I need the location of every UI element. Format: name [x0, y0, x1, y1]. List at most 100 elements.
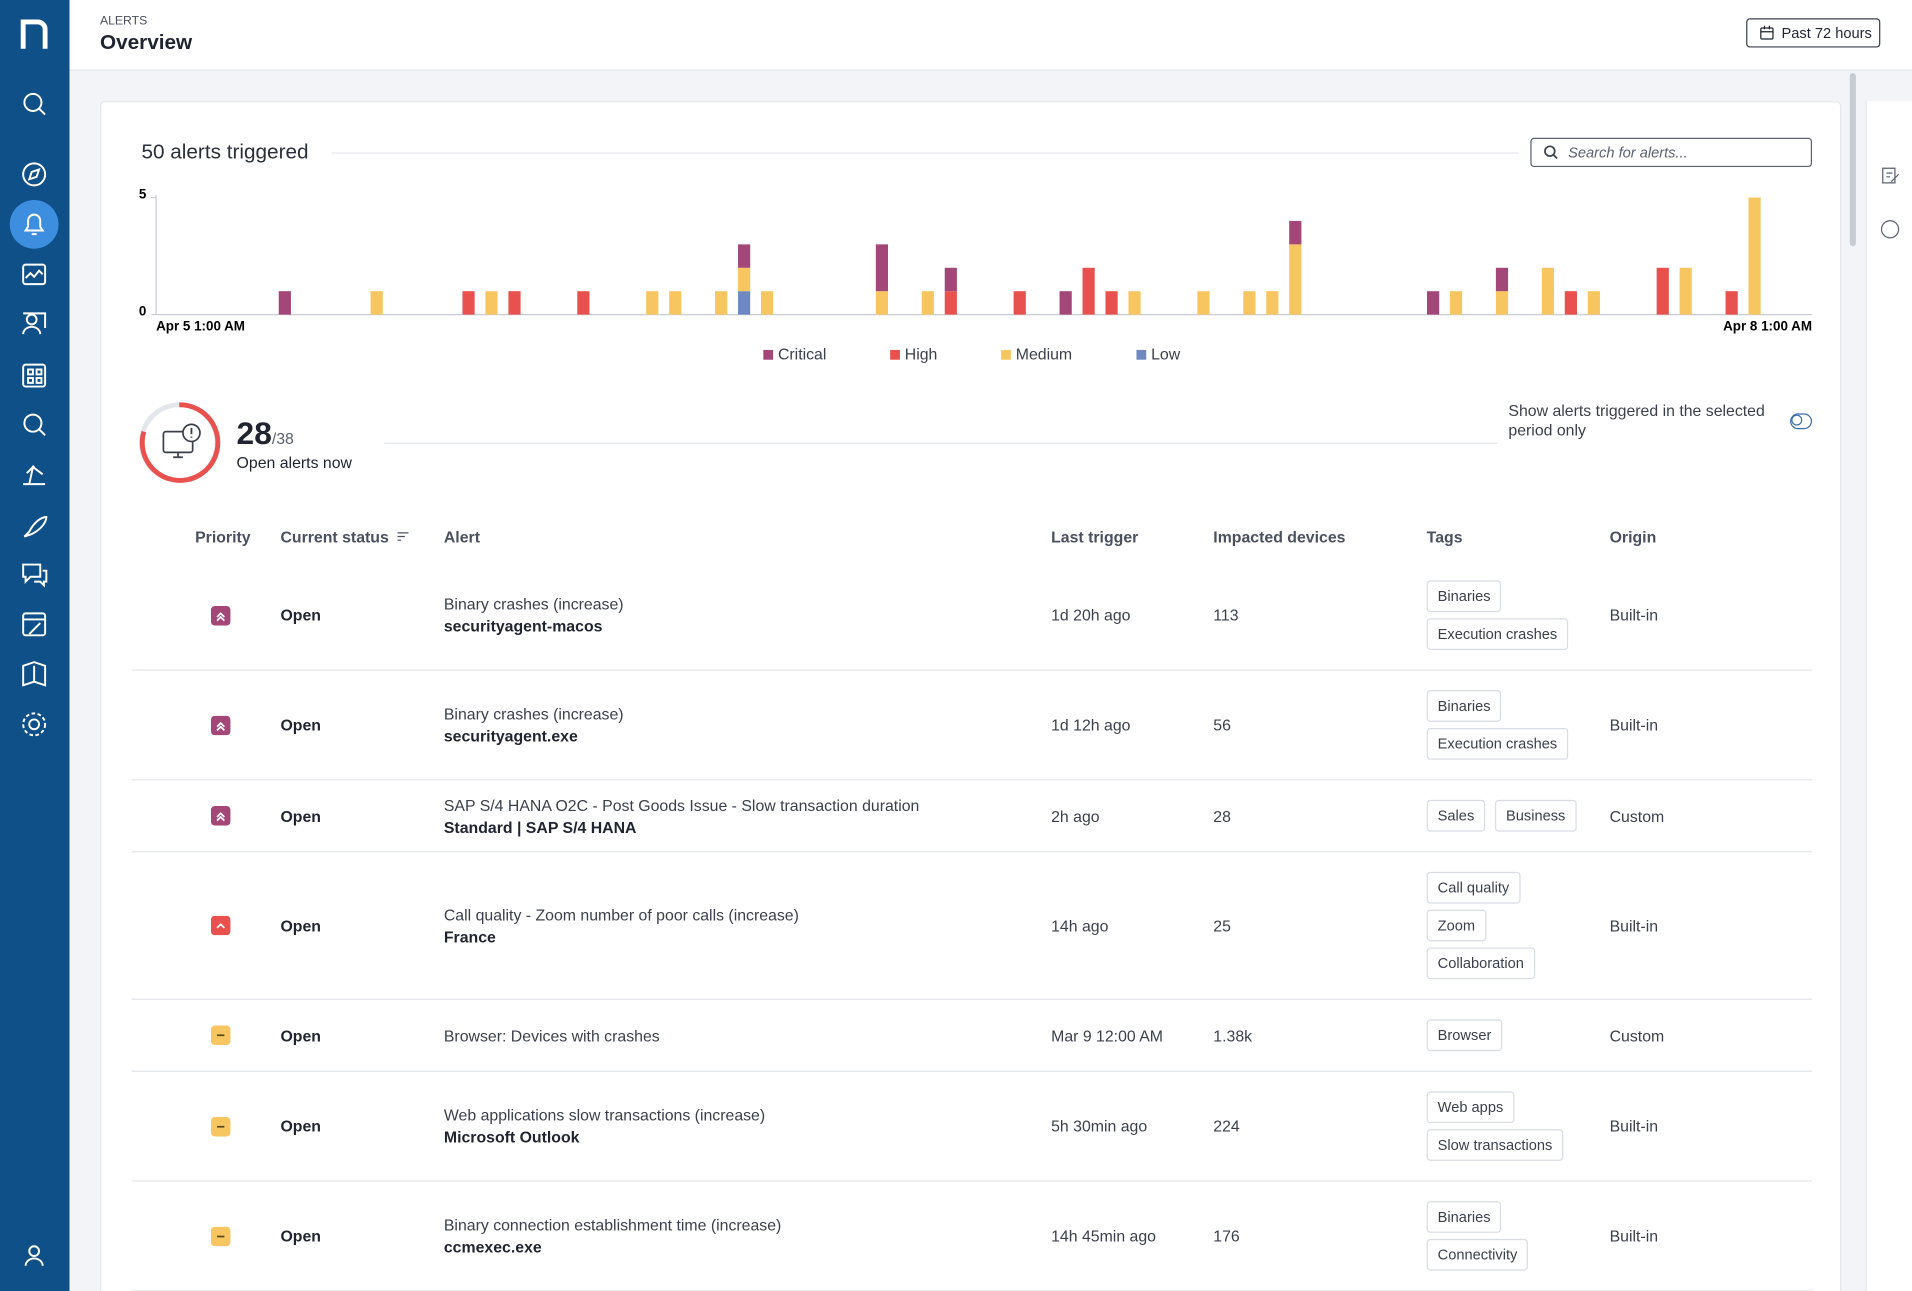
status: Open	[280, 715, 321, 735]
icon[interactable]	[22, 563, 48, 588]
bar-segment	[1725, 291, 1738, 315]
column-header: Origin	[1609, 527, 1657, 546]
alert-cell: Binary crashes (increase) securityagent.e…	[426, 705, 1033, 745]
bar-segment	[715, 291, 728, 315]
icon[interactable]	[23, 516, 48, 538]
scrollbar[interactable]	[1849, 73, 1856, 247]
sort-icon[interactable]	[396, 530, 411, 542]
tag[interactable]: Execution crashes	[1426, 618, 1569, 650]
tag[interactable]: Binaries	[1426, 690, 1502, 722]
period-label: Past 72 hours	[1781, 24, 1872, 42]
priority-cell	[132, 605, 262, 625]
bar-segment	[1541, 267, 1555, 315]
origin: Custom	[1609, 806, 1665, 825]
tag[interactable]: Connectivity	[1426, 1238, 1529, 1271]
icon	[22, 312, 47, 335]
bar-segment	[1059, 291, 1072, 315]
tags-cell: Web apps Slow transactions	[1408, 1072, 1591, 1181]
bar-segment	[278, 291, 291, 315]
icon[interactable]	[22, 162, 47, 187]
icon[interactable]	[28, 718, 40, 731]
bar-segment	[1587, 291, 1600, 315]
tag[interactable]: Browser	[1426, 1019, 1503, 1052]
icon[interactable]	[28, 1245, 40, 1257]
tag[interactable]: Web apps	[1426, 1091, 1515, 1124]
priority-icon	[210, 806, 231, 826]
toggle[interactable]	[1790, 413, 1813, 430]
alert-name: Binary crashes (increase)	[443, 704, 624, 724]
origin: Built-in	[1609, 1226, 1659, 1245]
icon	[38, 428, 46, 437]
alert-name: Binary connection establishment time (in…	[443, 1215, 782, 1235]
alert-name: Web applications slow transactions (incr…	[443, 1105, 766, 1125]
icon[interactable]	[23, 413, 43, 433]
icon[interactable]	[23, 92, 43, 112]
icon[interactable]	[23, 465, 46, 486]
icon[interactable]	[1880, 220, 1900, 239]
tag[interactable]: Execution crashes	[1426, 727, 1569, 760]
priority-icon	[210, 915, 231, 936]
y-tick-label: 5	[139, 187, 147, 202]
priority-cell	[132, 1116, 262, 1136]
divider	[331, 152, 1519, 154]
bar-segment	[1564, 291, 1577, 315]
icon	[27, 368, 43, 384]
legend-label: Medium	[1016, 347, 1072, 364]
tag[interactable]: Binaries	[1426, 580, 1502, 613]
divider	[384, 442, 1498, 444]
open-count-total: /38	[271, 429, 294, 448]
icon[interactable]	[22, 661, 47, 687]
priority-icon	[210, 715, 231, 735]
devices: 25	[1213, 916, 1231, 935]
tag[interactable]: Business	[1495, 799, 1577, 832]
page-title: Overview	[99, 30, 193, 54]
tag[interactable]: Call quality	[1426, 871, 1521, 904]
tags: Web apps Slow transactions	[1426, 1091, 1579, 1161]
icon[interactable]	[22, 363, 47, 388]
bar-segment	[1013, 291, 1026, 315]
priority-icon	[210, 1226, 231, 1246]
icon[interactable]	[22, 263, 47, 286]
tag[interactable]: Zoom	[1426, 909, 1487, 942]
gauge-arc	[139, 402, 221, 483]
last-trigger: 5h 30min ago	[1051, 1116, 1148, 1136]
bar-segment	[1449, 291, 1463, 315]
tag[interactable]: Slow transactions	[1426, 1129, 1564, 1161]
table-header: Priority Current status Alert Last trigger I…	[132, 512, 1812, 561]
icon[interactable]	[25, 313, 38, 326]
alert-cell: Web applications slow transactions (incr…	[426, 1106, 1033, 1146]
table-row: Open SAP S/4 HANA O2C - Post Goods Issue …	[131, 780, 1813, 853]
column-header: Alert	[443, 527, 480, 546]
icon[interactable]	[23, 213, 45, 236]
alert-target: France	[443, 927, 496, 946]
alert-cell: SAP S/4 HANA O2C - Post Goods Issue - Sl…	[426, 796, 1033, 836]
tags-cell: Call quality Zoom Collaboration	[1408, 852, 1591, 998]
bar-segment	[508, 291, 521, 315]
bar-segment	[738, 244, 751, 268]
tags: Binaries Connectivity	[1426, 1201, 1579, 1271]
origin: Custom	[1609, 1026, 1665, 1045]
status: Open	[280, 916, 321, 935]
bar-segment	[370, 291, 383, 315]
period-button[interactable]: Past 72 hours	[1746, 18, 1881, 48]
column-header: Priority	[195, 527, 251, 546]
chart-title: 50 alerts triggered	[141, 140, 309, 164]
tag[interactable]: Binaries	[1426, 1201, 1502, 1233]
bar-segment	[1289, 220, 1302, 245]
tags-cell: Binaries Execution crashes	[1408, 561, 1591, 670]
icon[interactable]	[22, 612, 47, 637]
search-box[interactable]: Search for alerts...	[1530, 137, 1813, 168]
devices: 224	[1213, 1116, 1240, 1136]
open-count-value: 28	[236, 414, 272, 452]
tag[interactable]: Sales	[1426, 799, 1486, 832]
icon[interactable]	[1882, 167, 1900, 184]
devices: 56	[1213, 715, 1231, 735]
last-trigger: 1d 20h ago	[1051, 606, 1131, 625]
bar-segment	[577, 291, 590, 315]
status: Open	[280, 806, 321, 825]
legend-swatch	[890, 349, 900, 360]
bar-segment	[669, 291, 682, 315]
icon	[23, 618, 46, 635]
tag[interactable]: Collaboration	[1426, 947, 1535, 980]
